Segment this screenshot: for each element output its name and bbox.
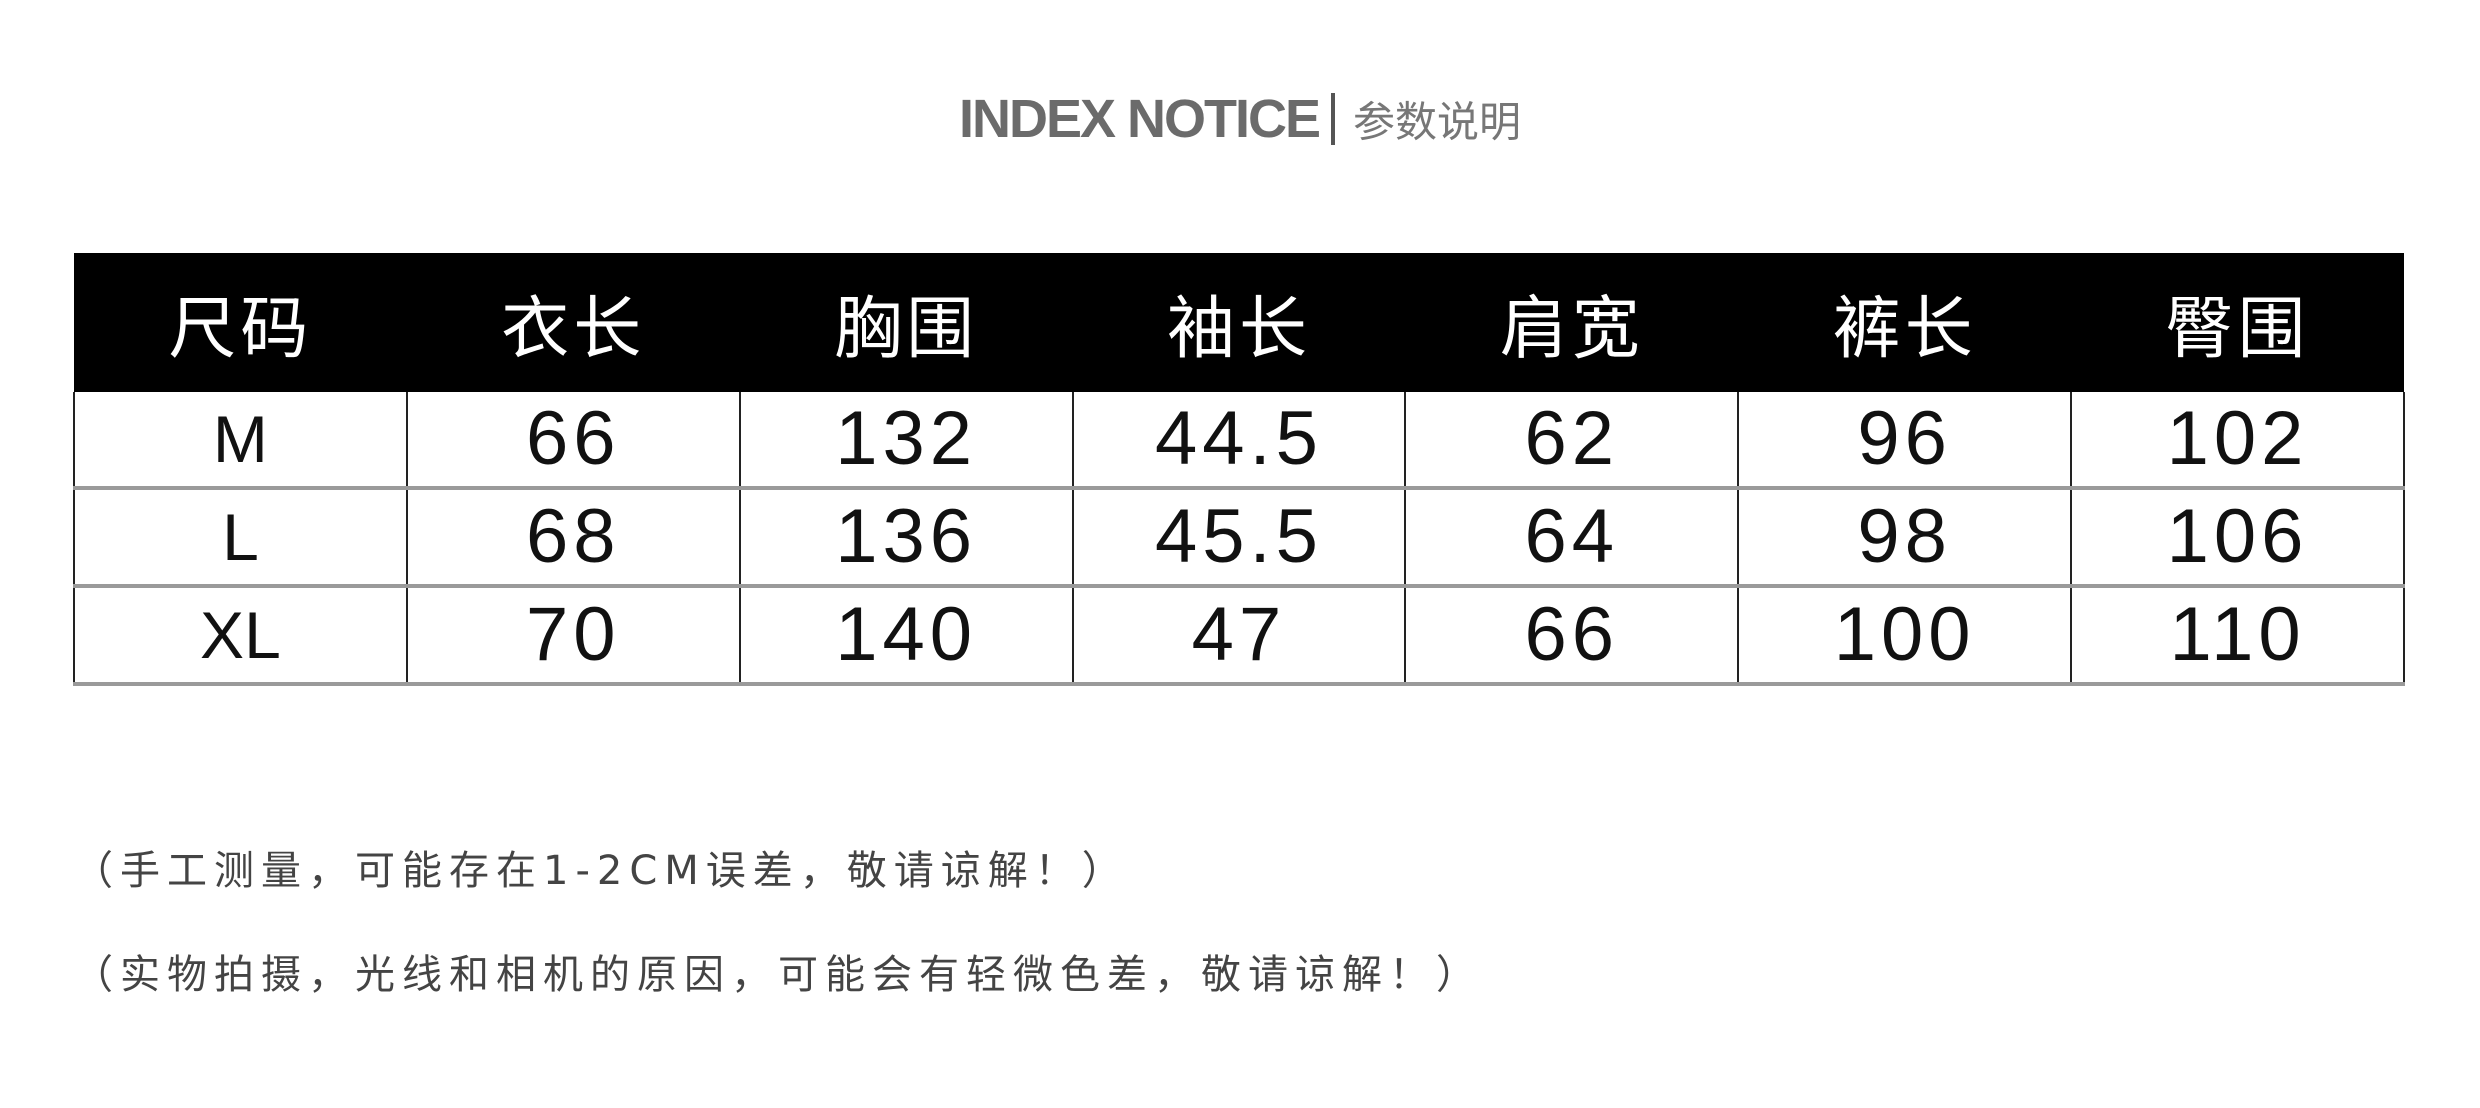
cell: 96 — [1737, 392, 2073, 490]
cell: 100 — [1737, 586, 2073, 686]
cell: 68 — [405, 488, 741, 588]
table-row: M 66 132 44.5 62 96 102 — [73, 392, 2405, 490]
table-row: XL 70 140 47 66 100 110 — [73, 586, 2405, 686]
cell: 45.5 — [1071, 488, 1407, 588]
title-chinese: 参数说明 — [1353, 98, 1522, 146]
header-hip: 臀围 — [2071, 253, 2404, 392]
cell: 64 — [1404, 488, 1740, 588]
cell: 98 — [1737, 488, 2073, 588]
page-title: INDEX NOTICE 参数说明 — [0, 88, 2480, 150]
header-length: 衣长 — [406, 253, 740, 392]
header-sleeve: 袖长 — [1072, 253, 1406, 392]
header-pants-length: 裤长 — [1738, 253, 2072, 392]
cell: 66 — [1404, 586, 1740, 686]
cell: 47 — [1071, 586, 1407, 686]
cell: 140 — [738, 586, 1074, 686]
cell: 70 — [405, 586, 741, 686]
header-shoulder: 肩宽 — [1405, 253, 1739, 392]
cell: 62 — [1404, 392, 1740, 490]
cell-size: L — [73, 488, 408, 588]
measurement-note: （手工测量，可能存在1-2CM误差，敬请谅解！） — [73, 848, 1129, 894]
table-row: L 68 136 45.5 64 98 106 — [73, 488, 2405, 588]
cell: 132 — [738, 392, 1074, 490]
cell: 106 — [2070, 488, 2405, 588]
color-note: （实物拍摄，光线和相机的原因，可能会有轻微色差，敬请谅解！） — [73, 952, 1483, 998]
cell-size: XL — [73, 586, 408, 686]
cell: 66 — [405, 392, 741, 490]
cell: 136 — [738, 488, 1074, 588]
header-size: 尺码 — [74, 253, 407, 392]
header-chest: 胸围 — [739, 253, 1073, 392]
cell: 44.5 — [1071, 392, 1407, 490]
title-divider — [1331, 93, 1336, 145]
cell: 110 — [2070, 586, 2405, 686]
size-table: 尺码 衣长 胸围 袖长 肩宽 裤长 臀围 M 66 132 44.5 62 96… — [73, 253, 2405, 686]
table-header-row: 尺码 衣长 胸围 袖长 肩宽 裤长 臀围 — [74, 253, 2404, 392]
cell-size: M — [73, 392, 408, 490]
title-english: INDEX NOTICE — [958, 89, 1321, 149]
cell: 102 — [2070, 392, 2405, 490]
